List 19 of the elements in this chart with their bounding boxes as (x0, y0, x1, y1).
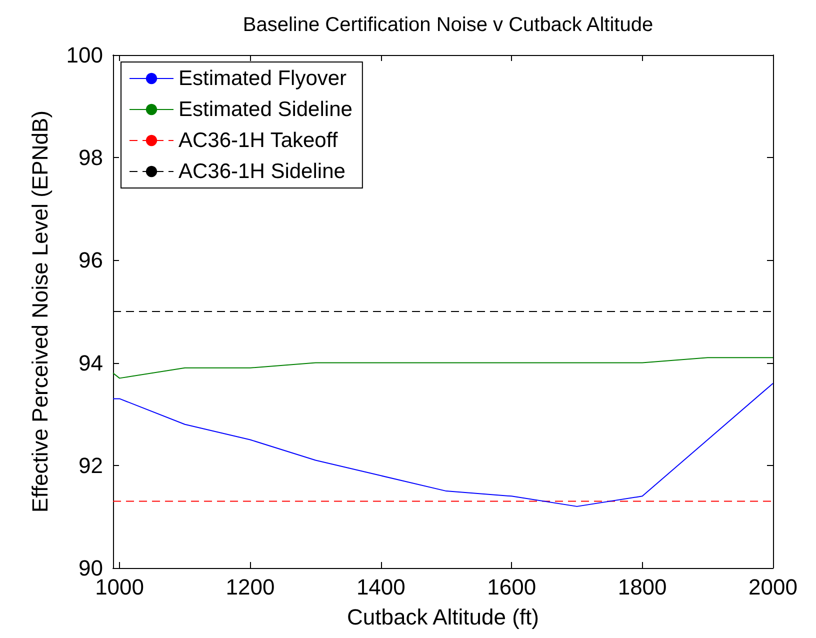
y-tick-label: 94 (78, 350, 103, 376)
y-axis-title: Effective Perceived Noise Level (EPNdB) (28, 110, 52, 512)
x-axis-title: Cutback Altitude (ft) (347, 604, 539, 630)
x-tick-label: 1600 (487, 574, 536, 600)
y-tick-label: 96 (78, 248, 103, 273)
legend-label: Estimated Flyover (178, 67, 347, 90)
chart-title: Baseline Certification Noise v Cutback Altitude (242, 14, 654, 36)
y-tick-label: 98 (78, 145, 103, 170)
x-tick-label: 2000 (748, 574, 798, 600)
x-tick-label: 1800 (618, 574, 667, 600)
line-series (112, 357, 774, 379)
x-tick-label: 1400 (356, 574, 406, 600)
line-series (112, 382, 774, 507)
y-tick-label: 100 (66, 42, 103, 68)
legend-label: AC36-1H Takeoff (178, 129, 338, 152)
legend-label: Estimated Sideline (178, 98, 352, 121)
x-tick-label: 1200 (226, 574, 275, 600)
legend-label: AC36-1H Sideline (178, 160, 346, 183)
y-tick-label: 92 (78, 452, 103, 478)
